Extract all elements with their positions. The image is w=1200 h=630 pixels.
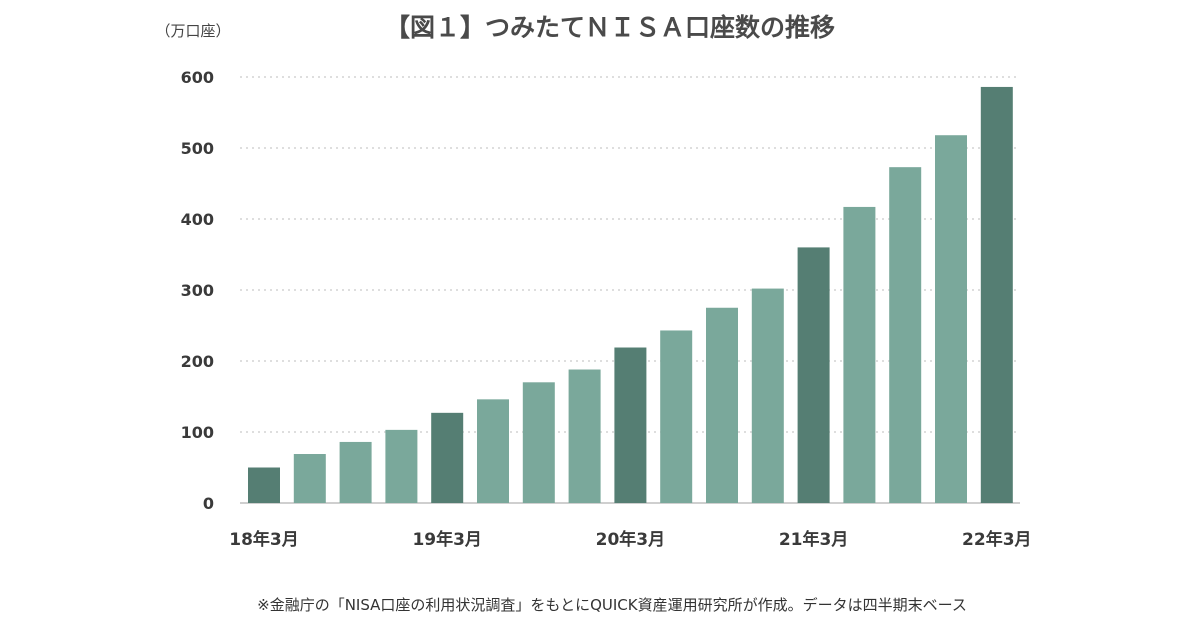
- footnote: ※金融庁の「NISA口座の利用状況調査」をもとにQUICK資産運用研究所が作成。…: [257, 596, 967, 614]
- x-tick-label: 19年3月: [412, 529, 482, 550]
- y-tick-label: 400: [181, 210, 214, 229]
- bar: [431, 412, 464, 503]
- bar: [843, 206, 876, 503]
- x-tick-label: 20年3月: [596, 529, 666, 550]
- bar: [477, 399, 509, 503]
- bar: [568, 369, 601, 503]
- bar: [614, 347, 647, 503]
- bar: [248, 467, 280, 503]
- bar: [889, 167, 922, 504]
- x-tick-label: 22年3月: [962, 529, 1032, 550]
- x-tick-label: 18年3月: [229, 529, 299, 550]
- y-tick-label: 600: [181, 68, 214, 87]
- bar: [293, 454, 326, 503]
- bar: [660, 330, 693, 503]
- y-axis-unit-label: （万口座）: [155, 22, 230, 40]
- x-tick-labels: 18年3月 19年3月 20年3月 21年3月 22年3月: [229, 529, 1031, 550]
- bar: [385, 429, 418, 503]
- chart-title: 【図１】つみたてＮＩＳＡ口座数の推移: [385, 13, 835, 42]
- y-tick-labels: 0 100 200 300 400 500 600: [181, 68, 214, 513]
- bar: [797, 247, 830, 503]
- y-tick-label: 0: [203, 494, 214, 513]
- bar: [706, 307, 738, 503]
- y-tick-label: 500: [181, 139, 214, 158]
- bar: [522, 382, 555, 503]
- y-tick-label: 100: [181, 423, 214, 442]
- bar: [751, 288, 784, 503]
- bar: [339, 441, 372, 503]
- x-tick-label: 21年3月: [779, 529, 849, 550]
- bar: [935, 135, 967, 503]
- bar: [980, 86, 1013, 503]
- y-tick-label: 300: [181, 281, 214, 300]
- y-tick-label: 200: [181, 352, 214, 371]
- bars: [248, 86, 1013, 504]
